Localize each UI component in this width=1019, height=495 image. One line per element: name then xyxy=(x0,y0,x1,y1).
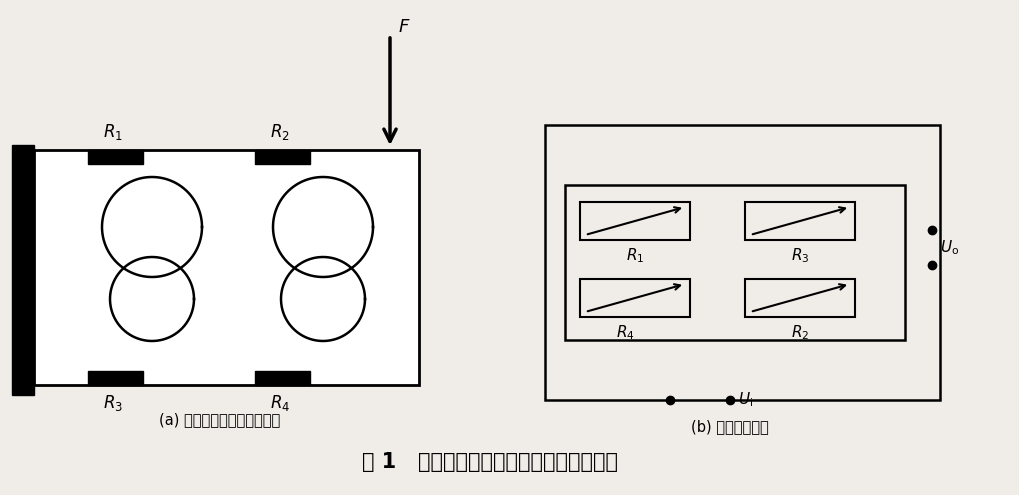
Text: $F$: $F$ xyxy=(397,18,411,36)
Bar xyxy=(255,371,310,385)
Bar xyxy=(12,145,34,395)
Text: $R_2$: $R_2$ xyxy=(270,122,289,142)
Text: $R_4$: $R_4$ xyxy=(615,323,634,342)
Text: $R_1$: $R_1$ xyxy=(103,122,123,142)
Bar xyxy=(88,150,143,164)
Bar xyxy=(580,202,689,240)
Bar xyxy=(744,279,854,317)
Text: $R_1$: $R_1$ xyxy=(626,246,644,265)
Text: (b) 全桥测量电路: (b) 全桥测量电路 xyxy=(691,419,768,435)
Bar xyxy=(34,150,419,385)
Bar xyxy=(565,185,904,340)
Bar xyxy=(88,371,143,385)
Bar xyxy=(580,279,689,317)
Bar xyxy=(744,202,854,240)
Text: $R_3$: $R_3$ xyxy=(103,393,123,413)
Bar xyxy=(544,125,940,400)
Text: $U_{\rm i}$: $U_{\rm i}$ xyxy=(738,391,752,409)
Text: (a) 双孔梁应变贴片受力电路: (a) 双孔梁应变贴片受力电路 xyxy=(159,412,280,428)
Text: $R_4$: $R_4$ xyxy=(270,393,289,413)
Text: 图 1   双孔梁应变贴片受力及全桥测量电路: 图 1 双孔梁应变贴片受力及全桥测量电路 xyxy=(362,452,618,472)
Text: $U_{\rm o}$: $U_{\rm o}$ xyxy=(940,238,958,257)
Text: $R_2$: $R_2$ xyxy=(790,323,808,342)
Text: $R_3$: $R_3$ xyxy=(790,246,808,265)
Bar xyxy=(255,150,310,164)
